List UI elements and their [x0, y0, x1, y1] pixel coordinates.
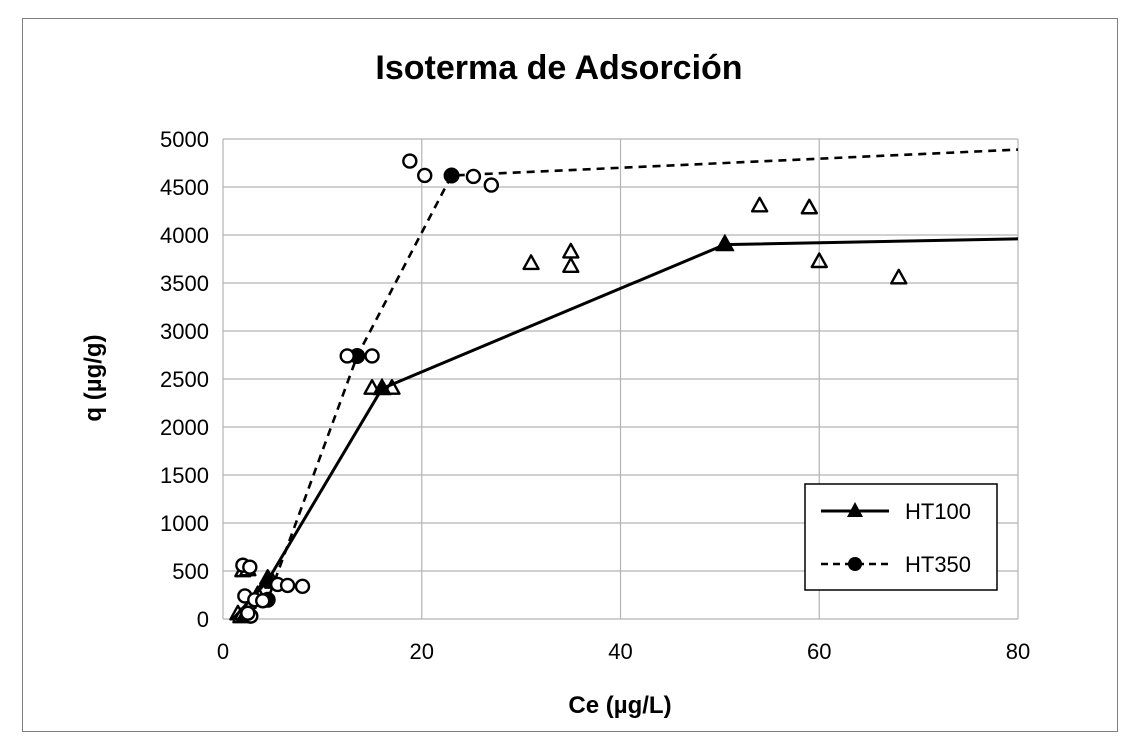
data-point-ht350-data [242, 559, 258, 575]
legend-label-ht100: HT100 [905, 499, 971, 524]
y-tick-label: 1000 [160, 511, 209, 536]
data-point-ht100-data [890, 268, 908, 285]
data-point-ht350-data [402, 153, 418, 169]
data-point-ht100-data [810, 252, 828, 269]
legend-box [804, 483, 998, 591]
data-point-ht100-data [522, 254, 540, 271]
grid-layer [222, 138, 1019, 620]
y-tick-label: 2000 [160, 415, 209, 440]
y-tick-label: 5000 [160, 127, 209, 152]
y-axis-title: q (µg/g) [80, 334, 107, 421]
fit-knot-ht100 [715, 234, 735, 252]
data-point-ht350-data [294, 578, 311, 595]
axis-layer: 0 500 1000 1500 2000 2500 3000 3500 4000 4500 5000… [160, 127, 1030, 664]
legend-label-ht350: HT350 [905, 552, 971, 577]
y-tick-label: 3500 [160, 271, 209, 296]
x-tick-label: 40 [608, 639, 632, 664]
data-point-ht350-data [465, 168, 482, 185]
y-tick-label: 1500 [160, 463, 209, 488]
x-tick-label: 20 [410, 639, 434, 664]
legend-marker-ht350 [848, 557, 862, 571]
y-tick-label: 2500 [160, 367, 209, 392]
y-tick-label: 500 [172, 559, 209, 584]
y-tick-label: 4000 [160, 223, 209, 248]
y-tick-label: 4500 [160, 175, 209, 200]
chart-frame: Isoterma de Adsorción 0 500 1000 1500 2000 25… [22, 18, 1118, 732]
legend-marker-ht100 [847, 502, 863, 517]
data-point-ht100-data [383, 379, 401, 395]
data-point-ht350-data [483, 177, 500, 193]
data-point-ht350-data [339, 348, 355, 364]
data-point-ht100-data [750, 196, 769, 213]
x-axis-title: Ce (µg/L) [568, 692, 671, 719]
data-point-ht350-data [364, 348, 380, 364]
fit-knot-ht350 [443, 167, 460, 184]
marker-layer [229, 153, 908, 624]
y-tick-label: 3000 [160, 319, 209, 344]
data-point-ht350-data [255, 593, 271, 609]
y-tick-label: 0 [197, 607, 209, 632]
x-tick-label: 0 [217, 639, 229, 664]
data-point-ht100-data [562, 257, 580, 274]
x-tick-label: 80 [1006, 639, 1030, 664]
data-point-ht100-data [562, 242, 580, 259]
data-point-ht100-data [800, 198, 819, 215]
data-point-ht100-data [363, 379, 381, 395]
data-point-ht350-data [417, 167, 433, 184]
legend: HT100 HT350 [804, 483, 998, 591]
chart-title: Isoterma de Adsorción [375, 49, 742, 87]
data-point-ht350-data [240, 605, 256, 621]
chart-svg: Isoterma de Adsorción 0 500 1000 1500 2000 25… [80, 49, 1030, 719]
data-point-ht350-data [279, 577, 296, 594]
x-tick-label: 60 [807, 639, 831, 664]
